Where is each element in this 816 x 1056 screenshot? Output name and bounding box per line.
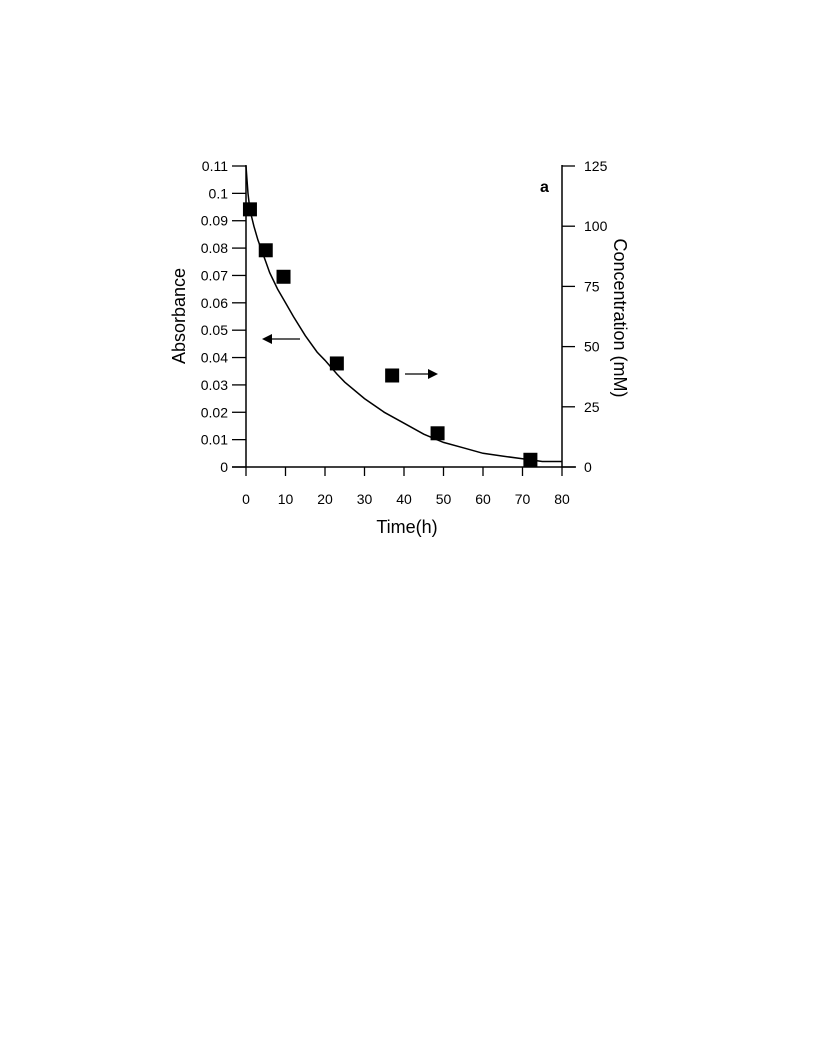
x-tick-label: 20 xyxy=(317,491,333,507)
left-tick-label: 0.11 xyxy=(202,158,228,174)
left-tick-label: 0.07 xyxy=(201,267,228,283)
right-tick-label: 0 xyxy=(584,459,592,475)
left-axis-ticks: 0 0.01 0.02 0.03 0.04 0.05 0.06 0.07 0.08 0.09 0.1… xyxy=(201,158,246,475)
x-tick-label: 30 xyxy=(357,491,373,507)
left-tick-label: 0.05 xyxy=(201,322,228,338)
left-tick-label: 0 xyxy=(220,459,228,475)
right-tick-label: 50 xyxy=(584,339,600,355)
right-tick-label: 100 xyxy=(584,218,608,234)
x-tick-label: 80 xyxy=(554,491,570,507)
x-tick-label: 60 xyxy=(475,491,491,507)
right-axis-ticks: 0 25 50 75 100 125 xyxy=(562,158,608,475)
left-tick-label: 0.01 xyxy=(201,432,228,448)
data-point-square xyxy=(329,356,344,371)
left-tick-label: 0.08 xyxy=(201,240,228,256)
x-axis-title: Time(h) xyxy=(376,517,437,537)
arrow-right-icon xyxy=(405,369,438,379)
data-point-square xyxy=(276,269,291,284)
data-point-square xyxy=(242,202,257,217)
arrow-left-icon xyxy=(262,334,300,344)
x-axis-ticks: 0 10 20 30 40 50 60 70 80 xyxy=(242,467,570,507)
data-point-square xyxy=(523,452,538,467)
right-tick-label: 75 xyxy=(584,278,600,294)
concentration-markers xyxy=(242,202,538,467)
left-tick-label: 0.03 xyxy=(201,377,228,393)
x-tick-label: 50 xyxy=(436,491,452,507)
data-point-square xyxy=(430,426,445,441)
right-tick-label: 125 xyxy=(584,158,608,174)
data-point-square xyxy=(385,368,400,383)
right-tick-label: 25 xyxy=(584,399,600,415)
left-tick-label: 0.02 xyxy=(201,404,228,420)
x-tick-label: 10 xyxy=(278,491,294,507)
left-tick-label: 0.06 xyxy=(201,295,228,311)
absorbance-curve xyxy=(245,165,562,463)
right-axis-title: Concentration (mM) xyxy=(610,238,630,397)
left-axis-title: Absorbance xyxy=(169,268,189,364)
x-tick-label: 0 xyxy=(242,491,250,507)
x-tick-label: 40 xyxy=(396,491,412,507)
left-tick-label: 0.04 xyxy=(201,350,228,366)
left-tick-label: 0.09 xyxy=(201,213,228,229)
data-point-square xyxy=(258,243,273,258)
x-tick-label: 70 xyxy=(515,491,531,507)
left-tick-label: 0.1 xyxy=(209,185,229,201)
panel-label: a xyxy=(540,179,549,196)
